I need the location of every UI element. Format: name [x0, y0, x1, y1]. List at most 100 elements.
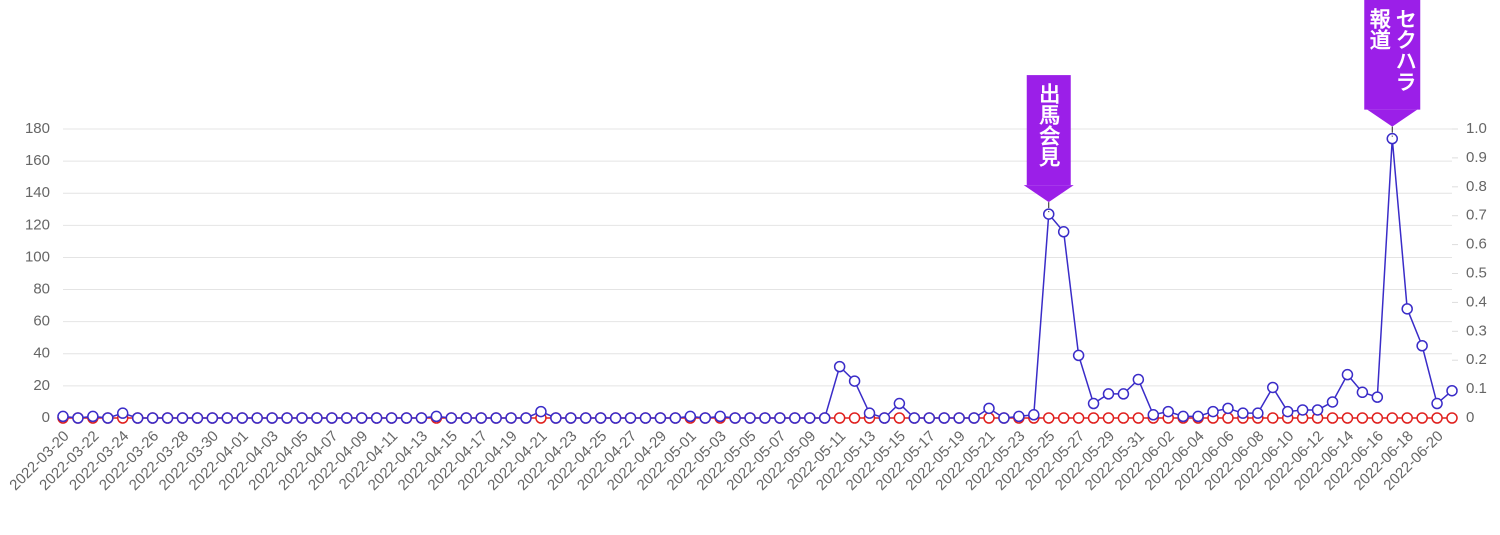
point	[953, 412, 965, 424]
y2-tick-label: 0.9	[1466, 149, 1487, 166]
point	[639, 412, 652, 424]
point	[699, 412, 711, 424]
point	[550, 412, 562, 424]
annotation-text: 出馬会見	[1037, 83, 1061, 168]
y2-tick-label: 0.8	[1466, 178, 1487, 195]
point	[1446, 412, 1458, 424]
point	[878, 412, 891, 424]
point	[863, 407, 876, 419]
point	[594, 412, 607, 424]
point	[729, 412, 741, 424]
point	[251, 412, 263, 424]
point	[281, 412, 293, 424]
point	[669, 412, 682, 424]
point	[1311, 404, 1324, 416]
point	[191, 412, 204, 424]
point	[1042, 208, 1055, 220]
point	[804, 412, 816, 424]
y-tick-label: 20	[33, 377, 50, 394]
point	[221, 412, 234, 424]
point	[1028, 409, 1040, 421]
point	[1162, 405, 1174, 418]
point	[131, 412, 144, 424]
point	[908, 412, 921, 424]
point	[1356, 412, 1369, 424]
point	[1356, 386, 1369, 399]
point	[161, 412, 174, 424]
point	[102, 412, 114, 424]
y-tick-label: 120	[25, 216, 50, 233]
point	[535, 405, 547, 418]
point	[848, 375, 861, 387]
point	[818, 412, 831, 424]
point	[983, 402, 995, 415]
point	[57, 410, 69, 423]
y2-tick-label: 0.3	[1466, 322, 1487, 339]
point	[1072, 349, 1085, 362]
point	[1237, 407, 1249, 419]
point	[565, 412, 577, 424]
point	[1326, 396, 1339, 408]
point	[1371, 391, 1384, 403]
point	[1252, 407, 1264, 419]
point	[355, 412, 368, 424]
point	[87, 410, 99, 423]
y2-tick-label: 0.1	[1466, 380, 1487, 397]
point	[1341, 368, 1354, 381]
point	[1087, 412, 1100, 424]
point	[1117, 412, 1130, 424]
point	[1401, 303, 1413, 315]
point	[445, 412, 458, 424]
y-tick-label: 100	[25, 248, 50, 265]
point	[1326, 412, 1339, 424]
y2-tick-label: 0.5	[1466, 264, 1487, 281]
point	[1057, 226, 1070, 238]
point	[833, 412, 846, 424]
point	[744, 412, 756, 424]
annotation-text: セクハラ	[1393, 8, 1417, 92]
y2-tick-label: 0.4	[1466, 293, 1487, 310]
point	[430, 410, 443, 423]
point	[1416, 412, 1428, 424]
point	[311, 412, 323, 424]
point	[236, 412, 248, 424]
point	[1087, 397, 1100, 410]
point	[848, 412, 861, 424]
point	[341, 412, 353, 424]
point	[1177, 410, 1189, 423]
point	[505, 412, 517, 424]
point	[1102, 412, 1115, 424]
y-tick-label: 80	[33, 281, 50, 298]
point	[579, 412, 592, 424]
point	[759, 412, 771, 424]
point	[1117, 388, 1130, 400]
point	[1431, 412, 1443, 424]
annotation-arrow	[1367, 109, 1418, 127]
annotation-box	[1026, 75, 1071, 186]
point	[1102, 388, 1115, 400]
point	[1386, 412, 1399, 424]
point	[789, 412, 801, 424]
y2-tick-label: 0.6	[1466, 236, 1487, 253]
y-tick-label: 40	[33, 345, 50, 362]
point	[1296, 404, 1309, 416]
point	[684, 410, 697, 423]
y-tick-label: 0	[42, 409, 50, 426]
point	[1207, 405, 1219, 418]
point	[296, 412, 308, 424]
point	[938, 412, 950, 424]
point	[1132, 373, 1145, 386]
point	[1013, 410, 1025, 423]
point	[654, 412, 667, 424]
point	[1267, 412, 1279, 424]
point	[206, 412, 219, 424]
point	[1371, 412, 1384, 424]
y2-tick-label: 1.0	[1466, 120, 1487, 137]
y2-tick-label: 0.2	[1466, 351, 1487, 368]
y-tick-label: 160	[25, 152, 50, 169]
point	[520, 412, 532, 424]
point	[370, 412, 383, 424]
point	[146, 412, 159, 424]
annotation-text: 報道	[1367, 8, 1391, 50]
annotation-box	[1364, 0, 1421, 110]
